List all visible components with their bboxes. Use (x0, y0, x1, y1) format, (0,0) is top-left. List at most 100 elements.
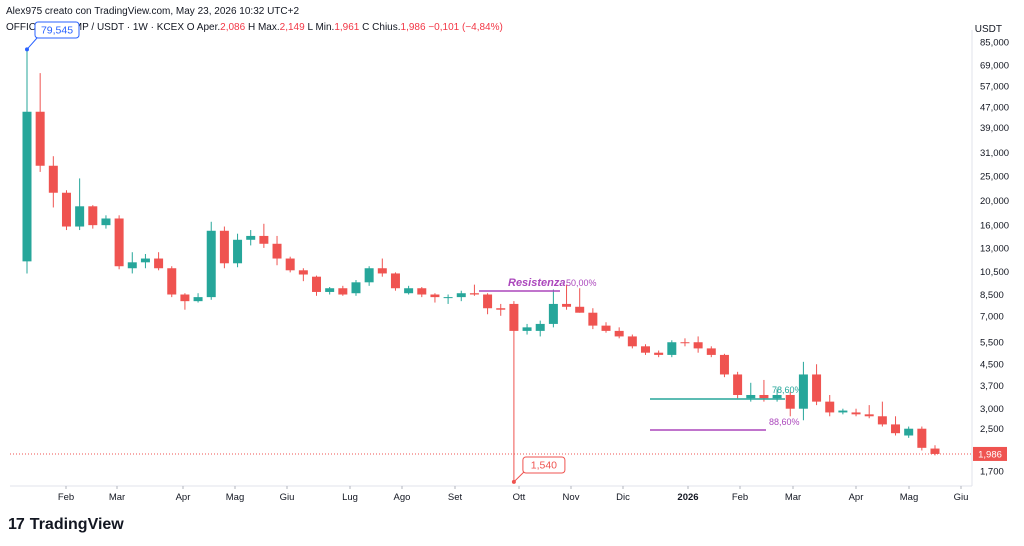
candle-body (443, 297, 453, 299)
y-tick-label: 85,000 (980, 38, 1009, 49)
candle (640, 344, 650, 355)
y-tick-label: 3,700 (980, 381, 1004, 392)
candle-body (259, 235, 269, 244)
resistance-label: Resistenza (508, 277, 565, 289)
candle (680, 338, 690, 347)
candle (101, 215, 111, 229)
candle (891, 416, 901, 436)
candle-body (101, 218, 111, 226)
candle-body (246, 235, 256, 240)
candle-body (654, 352, 664, 355)
candle (364, 266, 374, 286)
y-tick-label: 25,000 (980, 172, 1009, 183)
candle-body (851, 412, 861, 415)
ath-callout-line (26, 37, 38, 50)
last-price-label: 1,986 (978, 449, 1002, 460)
low-callout-box (522, 456, 566, 474)
candle (272, 235, 282, 266)
candle-body (22, 111, 32, 262)
candle-body (325, 288, 335, 292)
candle (22, 49, 32, 274)
candle-body (891, 424, 901, 434)
candle (575, 288, 585, 313)
open-prefix: Aper. (196, 22, 221, 33)
candle (167, 266, 177, 298)
candle-body (35, 111, 45, 166)
candle-body (219, 230, 229, 264)
ohlc-legend: OFFICIAL TRUMP / USDT · 1W · KCEX O Aper… (6, 22, 503, 33)
candle (733, 371, 743, 399)
candle (259, 223, 269, 248)
low-callout-line (513, 471, 525, 483)
candle (627, 334, 637, 349)
x-tick-label: Nov (563, 492, 580, 503)
ath-callout-box (34, 21, 80, 39)
chart-gridlines (10, 30, 973, 487)
y-tick-label: 1,700 (980, 467, 1004, 478)
tradingview-logo-icon: 17 (8, 516, 25, 533)
x-tick-label: Giu (280, 492, 295, 503)
y-tick-label: 5,500 (980, 338, 1004, 349)
candle (483, 293, 493, 315)
ath-callout-label: 79,545 (41, 25, 73, 37)
candle (285, 256, 295, 273)
symbol-label[interactable]: OFFICIAL TRUMP / USDT · 1W · KCEX (6, 22, 184, 33)
candle (654, 350, 664, 358)
candle (338, 285, 348, 296)
candle-body (772, 394, 782, 399)
open-label: O (186, 22, 195, 33)
candle-body (627, 336, 637, 347)
candle (864, 405, 874, 419)
candle (88, 205, 98, 229)
candle (233, 233, 243, 268)
y-tick-label: 8,500 (980, 290, 1004, 301)
candle (298, 268, 308, 282)
candle (904, 426, 914, 438)
low-callout-label: 1,540 (531, 460, 557, 472)
tradingview-logo: 17 TradingView (8, 516, 124, 534)
resistance-pct-label: 50,00% (566, 278, 597, 288)
high-label: H (247, 22, 256, 33)
change-value: −0,101 (−4,84%) (428, 22, 503, 33)
x-tick-label: Mar (785, 492, 801, 503)
x-tick-label: Dic (616, 492, 630, 503)
candle (562, 284, 572, 310)
annotations-group: 79,545 1,540 Resistenza 50,00% 78,60% 88,60% (10, 21, 972, 484)
price-axis[interactable]: 85,000 69,000 57,000 47,000 39,000 31,000 25,0… (973, 38, 1009, 478)
candle-body (562, 303, 572, 307)
candle (404, 285, 414, 295)
candle (496, 303, 506, 316)
candle (601, 322, 611, 333)
candle-body (522, 327, 532, 331)
time-axis[interactable]: Feb Mar Apr Mag Giu Lug Ago Set Ott Nov Dic 2026 Feb… (58, 486, 969, 503)
x-tick-label: Ott (513, 492, 526, 503)
candle-body (351, 282, 361, 294)
candle-body (272, 243, 282, 259)
candle-body (430, 294, 440, 298)
x-tick-label: Feb (732, 492, 748, 503)
candle (588, 308, 598, 330)
candle (667, 340, 677, 358)
candle (706, 346, 716, 358)
candle-body (154, 258, 164, 269)
candle-body (390, 273, 400, 289)
candle-body (114, 218, 124, 267)
candle (522, 323, 532, 335)
candle-body (575, 306, 585, 313)
candle (246, 230, 256, 246)
open-value: 2,086 (220, 22, 246, 33)
candle-body (206, 230, 216, 298)
candle (312, 275, 322, 296)
candle-body (193, 297, 203, 302)
candle (456, 290, 466, 302)
candle (469, 284, 479, 296)
close-prefix: Chius. (372, 22, 401, 33)
last-price-badge (973, 446, 1007, 461)
candle (509, 301, 519, 482)
y-tick-label: 4,500 (980, 360, 1004, 371)
price-unit-label: USDT (974, 24, 1002, 35)
candle (140, 253, 150, 269)
attribution-text: Alex975 creato con TradingView.com, May … (6, 6, 300, 17)
candle-body (667, 342, 677, 355)
